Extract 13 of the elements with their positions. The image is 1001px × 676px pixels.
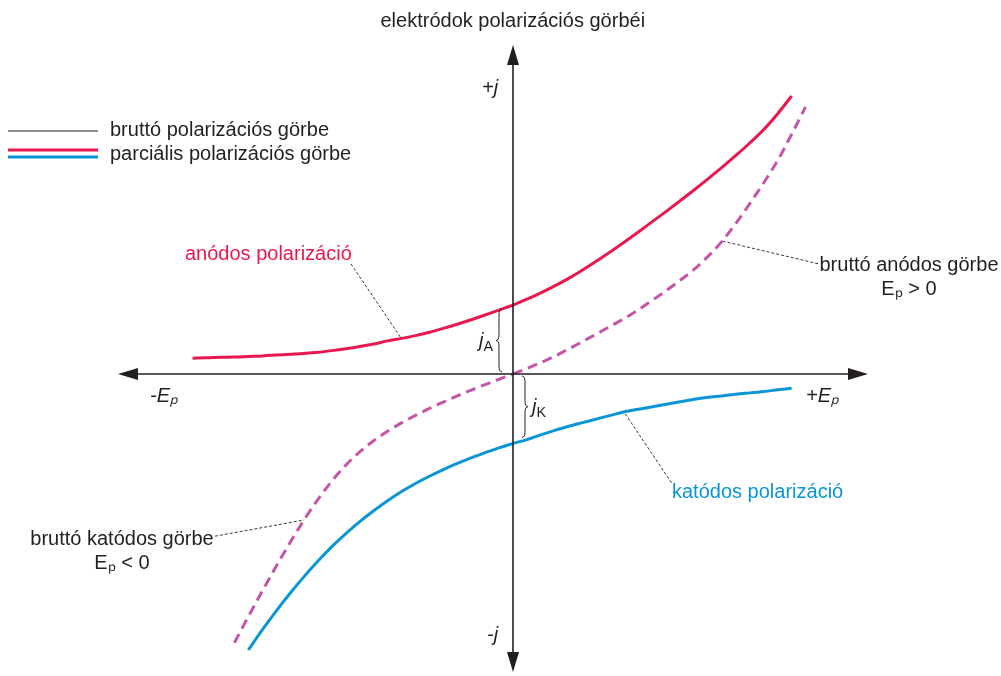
text: bruttó katódos görbe Eₚ < 0 (29, 526, 215, 575)
annotation: -j (487, 622, 499, 646)
annotation: j$_{K}$ (532, 395, 547, 420)
text: -Eₚ (150, 383, 178, 407)
annotation: +Eₚ (806, 383, 840, 407)
chart-title: elektródok polarizációs görbéi (380, 8, 646, 32)
annotation: bruttó polarizációs görbe (110, 117, 330, 141)
annotation: +j (482, 75, 499, 99)
annotation: j$_{A}$ (479, 329, 494, 354)
annotation: parciális polarizációs görbe (110, 141, 352, 165)
text: bruttó anódos görbe Eₚ > 0 (818, 252, 1000, 301)
text: anódos polarizáció (185, 241, 352, 265)
text: katódos polarizáció (672, 479, 844, 503)
